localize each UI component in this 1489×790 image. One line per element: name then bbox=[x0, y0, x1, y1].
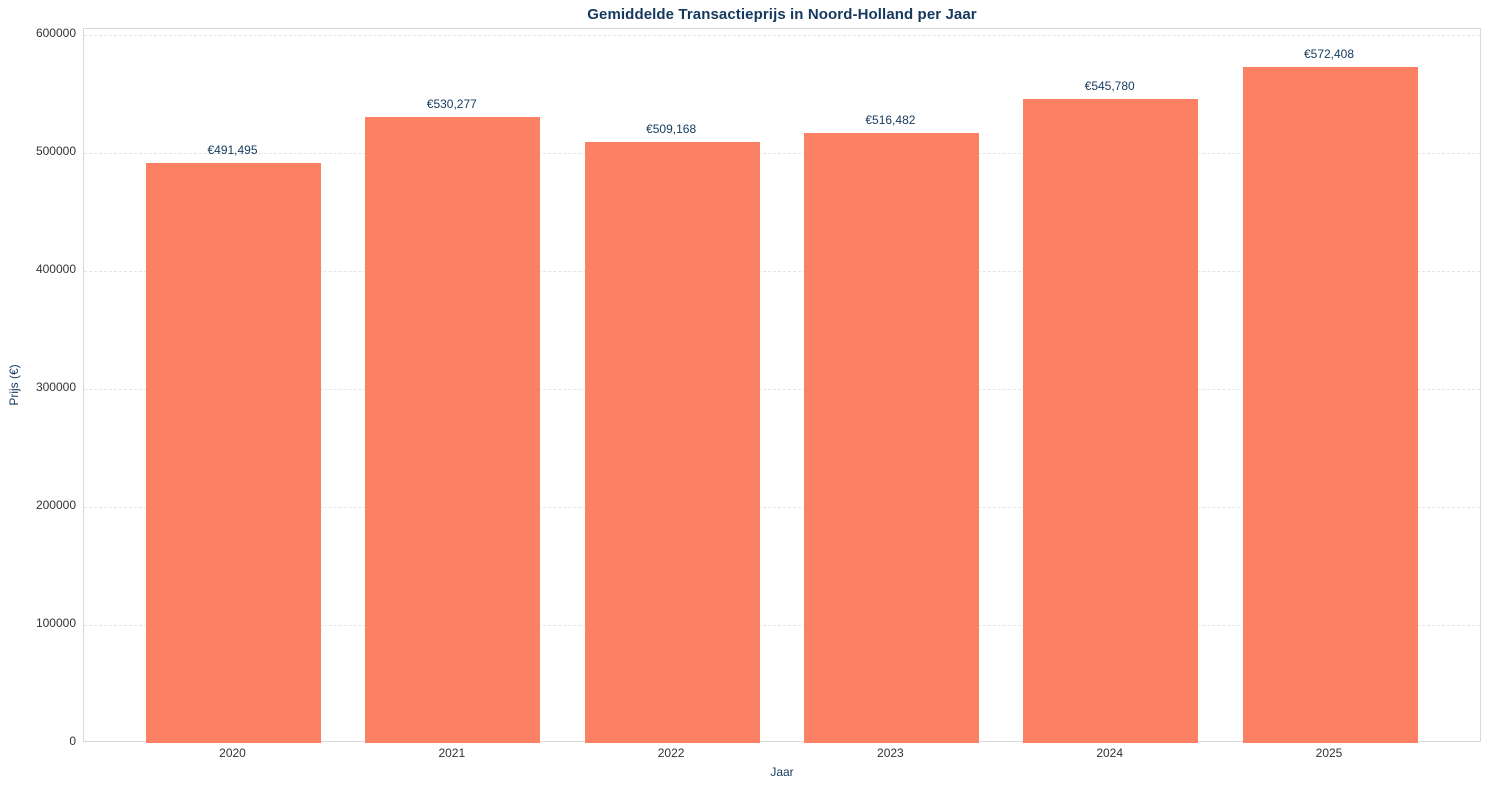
bar-2023 bbox=[803, 133, 979, 743]
gridline-y-600000 bbox=[84, 34, 1480, 36]
x-tick-label-2020: 2020 bbox=[219, 746, 246, 760]
gridline-y-100000 bbox=[84, 624, 1480, 626]
y-axis-label: Prijs (€) bbox=[7, 364, 21, 406]
bar-2022 bbox=[584, 142, 760, 743]
y-tick-label-100000: 100000 bbox=[35, 615, 76, 630]
x-tick-label-2022: 2022 bbox=[657, 746, 685, 760]
gridline-y-300000 bbox=[84, 388, 1480, 390]
x-axis-label: Jaar bbox=[770, 765, 794, 779]
bar-2020 bbox=[146, 162, 321, 743]
gridline-y-200000 bbox=[84, 506, 1480, 508]
bar-value-label-2021: €530,277 bbox=[426, 97, 477, 112]
bar-value-label-2022: €509,168 bbox=[646, 122, 697, 137]
y-tick-label-200000: 200000 bbox=[35, 497, 76, 512]
x-tick-label-2024: 2024 bbox=[1096, 746, 1124, 760]
y-tick-label-400000: 400000 bbox=[35, 261, 76, 276]
x-tick-label-2023: 2023 bbox=[877, 746, 904, 760]
bar-value-label-2020: €491,495 bbox=[207, 142, 258, 157]
bar-value-label-2024: €545,780 bbox=[1084, 78, 1135, 93]
x-tick-label-2025: 2025 bbox=[1315, 746, 1343, 760]
plot-area bbox=[83, 28, 1481, 743]
bar-2025 bbox=[1242, 67, 1418, 743]
bar-value-label-2023: €516,482 bbox=[865, 113, 916, 128]
y-tick-label-300000: 300000 bbox=[35, 379, 76, 394]
bar-2024 bbox=[1023, 98, 1199, 743]
bar-value-label-2025: €572,408 bbox=[1303, 47, 1355, 62]
y-tick-label-500000: 500000 bbox=[35, 143, 76, 158]
bar-2021 bbox=[365, 117, 541, 743]
chart-title: Gemiddelde Transactieprijs in Noord-Holl… bbox=[587, 6, 977, 23]
x-tick-label-2021: 2021 bbox=[438, 746, 466, 760]
gridline-y-500000 bbox=[84, 152, 1480, 154]
y-tick-label-600000: 600000 bbox=[35, 25, 76, 40]
y-tick-label-0: 0 bbox=[69, 734, 76, 748]
gridline-y-400000 bbox=[84, 270, 1480, 272]
